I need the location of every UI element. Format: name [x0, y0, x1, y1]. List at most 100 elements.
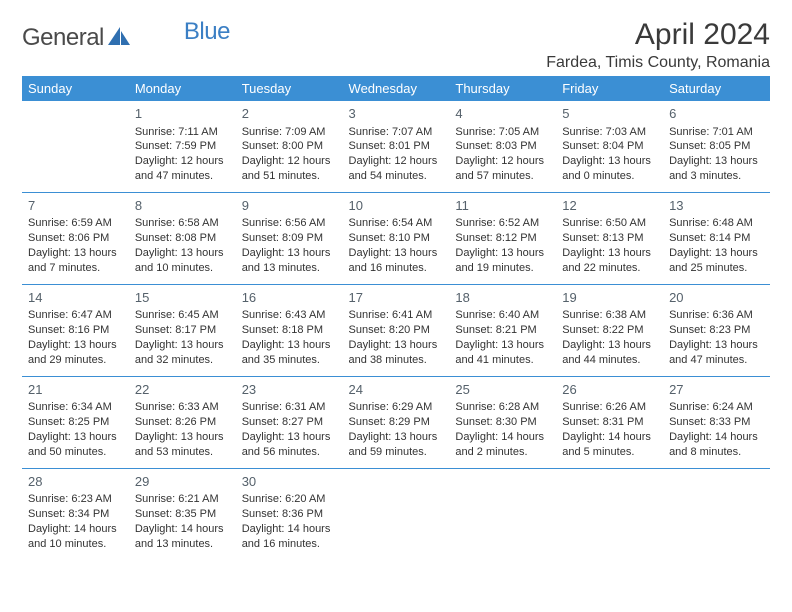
- sunrise-line: Sunrise: 6:38 AM: [562, 308, 657, 323]
- day-number: 25: [455, 381, 550, 399]
- day-number: 17: [349, 289, 444, 307]
- sunset-line: Sunset: 8:21 PM: [455, 323, 550, 338]
- daylight-line: and 47 minutes.: [135, 169, 230, 184]
- sunrise-line: Sunrise: 7:03 AM: [562, 125, 657, 140]
- sunrise-line: Sunrise: 6:34 AM: [28, 400, 123, 415]
- daylight-line: and 38 minutes.: [349, 353, 444, 368]
- daylight-line: Daylight: 14 hours: [562, 430, 657, 445]
- calendar-day-cell: 28Sunrise: 6:23 AMSunset: 8:34 PMDayligh…: [22, 468, 129, 559]
- daylight-line: Daylight: 13 hours: [669, 154, 764, 169]
- day-number: 30: [242, 473, 337, 491]
- brand-word1: General: [22, 24, 104, 52]
- calendar-empty-cell: [343, 468, 450, 559]
- calendar-day-cell: 9Sunrise: 6:56 AMSunset: 8:09 PMDaylight…: [236, 192, 343, 284]
- day-number: 23: [242, 381, 337, 399]
- daylight-line: and 29 minutes.: [28, 353, 123, 368]
- sunset-line: Sunset: 8:22 PM: [562, 323, 657, 338]
- daylight-line: and 51 minutes.: [242, 169, 337, 184]
- day-number: 6: [669, 105, 764, 123]
- daylight-line: and 3 minutes.: [669, 169, 764, 184]
- daylight-line: Daylight: 12 hours: [455, 154, 550, 169]
- daylight-line: and 22 minutes.: [562, 261, 657, 276]
- sunrise-line: Sunrise: 6:58 AM: [135, 216, 230, 231]
- sunset-line: Sunset: 8:33 PM: [669, 415, 764, 430]
- sunrise-line: Sunrise: 6:47 AM: [28, 308, 123, 323]
- daylight-line: Daylight: 13 hours: [242, 246, 337, 261]
- daylight-line: Daylight: 13 hours: [28, 338, 123, 353]
- day-number: 1: [135, 105, 230, 123]
- daylight-line: Daylight: 12 hours: [349, 154, 444, 169]
- daylight-line: Daylight: 13 hours: [349, 338, 444, 353]
- day-number: 20: [669, 289, 764, 307]
- daylight-line: Daylight: 13 hours: [349, 246, 444, 261]
- sunrise-line: Sunrise: 7:05 AM: [455, 125, 550, 140]
- daylight-line: Daylight: 13 hours: [135, 338, 230, 353]
- daylight-line: and 0 minutes.: [562, 169, 657, 184]
- calendar-day-cell: 21Sunrise: 6:34 AMSunset: 8:25 PMDayligh…: [22, 376, 129, 468]
- sunrise-line: Sunrise: 6:43 AM: [242, 308, 337, 323]
- daylight-line: and 8 minutes.: [669, 445, 764, 460]
- sunset-line: Sunset: 8:03 PM: [455, 139, 550, 154]
- daylight-line: and 50 minutes.: [28, 445, 123, 460]
- calendar-day-cell: 13Sunrise: 6:48 AMSunset: 8:14 PMDayligh…: [663, 192, 770, 284]
- daylight-line: Daylight: 13 hours: [562, 154, 657, 169]
- sunset-line: Sunset: 7:59 PM: [135, 139, 230, 154]
- daylight-line: Daylight: 14 hours: [242, 522, 337, 537]
- daylight-line: Daylight: 14 hours: [28, 522, 123, 537]
- calendar-day-cell: 6Sunrise: 7:01 AMSunset: 8:05 PMDaylight…: [663, 101, 770, 192]
- sunset-line: Sunset: 8:18 PM: [242, 323, 337, 338]
- daylight-line: and 53 minutes.: [135, 445, 230, 460]
- day-number: 28: [28, 473, 123, 491]
- calendar-day-cell: 24Sunrise: 6:29 AMSunset: 8:29 PMDayligh…: [343, 376, 450, 468]
- calendar-day-cell: 15Sunrise: 6:45 AMSunset: 8:17 PMDayligh…: [129, 284, 236, 376]
- sunset-line: Sunset: 8:16 PM: [28, 323, 123, 338]
- sunrise-line: Sunrise: 6:45 AM: [135, 308, 230, 323]
- sunset-line: Sunset: 8:05 PM: [669, 139, 764, 154]
- weekday-header: Saturday: [663, 76, 770, 101]
- sunrise-line: Sunrise: 6:48 AM: [669, 216, 764, 231]
- calendar-day-cell: 14Sunrise: 6:47 AMSunset: 8:16 PMDayligh…: [22, 284, 129, 376]
- sunset-line: Sunset: 8:30 PM: [455, 415, 550, 430]
- day-number: 11: [455, 197, 550, 215]
- sunset-line: Sunset: 8:20 PM: [349, 323, 444, 338]
- sunset-line: Sunset: 8:25 PM: [28, 415, 123, 430]
- daylight-line: and 2 minutes.: [455, 445, 550, 460]
- sunrise-line: Sunrise: 6:26 AM: [562, 400, 657, 415]
- sunrise-line: Sunrise: 6:50 AM: [562, 216, 657, 231]
- sunset-line: Sunset: 8:34 PM: [28, 507, 123, 522]
- calendar-day-cell: 11Sunrise: 6:52 AMSunset: 8:12 PMDayligh…: [449, 192, 556, 284]
- day-number: 13: [669, 197, 764, 215]
- daylight-line: and 16 minutes.: [242, 537, 337, 552]
- daylight-line: Daylight: 13 hours: [349, 430, 444, 445]
- sunset-line: Sunset: 8:26 PM: [135, 415, 230, 430]
- day-number: 4: [455, 105, 550, 123]
- day-number: 7: [28, 197, 123, 215]
- calendar-day-cell: 7Sunrise: 6:59 AMSunset: 8:06 PMDaylight…: [22, 192, 129, 284]
- daylight-line: and 32 minutes.: [135, 353, 230, 368]
- day-number: 27: [669, 381, 764, 399]
- sunrise-line: Sunrise: 6:23 AM: [28, 492, 123, 507]
- sunrise-line: Sunrise: 6:20 AM: [242, 492, 337, 507]
- daylight-line: Daylight: 12 hours: [135, 154, 230, 169]
- day-number: 5: [562, 105, 657, 123]
- sunset-line: Sunset: 8:09 PM: [242, 231, 337, 246]
- sunrise-line: Sunrise: 6:29 AM: [349, 400, 444, 415]
- sunset-line: Sunset: 8:14 PM: [669, 231, 764, 246]
- location-subtitle: Fardea, Timis County, Romania: [546, 54, 770, 72]
- sunset-line: Sunset: 8:00 PM: [242, 139, 337, 154]
- calendar-day-cell: 17Sunrise: 6:41 AMSunset: 8:20 PMDayligh…: [343, 284, 450, 376]
- daylight-line: Daylight: 14 hours: [455, 430, 550, 445]
- calendar-day-cell: 30Sunrise: 6:20 AMSunset: 8:36 PMDayligh…: [236, 468, 343, 559]
- calendar-day-cell: 27Sunrise: 6:24 AMSunset: 8:33 PMDayligh…: [663, 376, 770, 468]
- daylight-line: Daylight: 13 hours: [135, 430, 230, 445]
- daylight-line: and 25 minutes.: [669, 261, 764, 276]
- weekday-header: Tuesday: [236, 76, 343, 101]
- daylight-line: Daylight: 13 hours: [455, 338, 550, 353]
- sail-icon: [106, 25, 132, 52]
- day-number: 26: [562, 381, 657, 399]
- calendar-empty-cell: [556, 468, 663, 559]
- daylight-line: and 59 minutes.: [349, 445, 444, 460]
- sunrise-line: Sunrise: 6:21 AM: [135, 492, 230, 507]
- sunset-line: Sunset: 8:08 PM: [135, 231, 230, 246]
- calendar-day-cell: 1Sunrise: 7:11 AMSunset: 7:59 PMDaylight…: [129, 101, 236, 192]
